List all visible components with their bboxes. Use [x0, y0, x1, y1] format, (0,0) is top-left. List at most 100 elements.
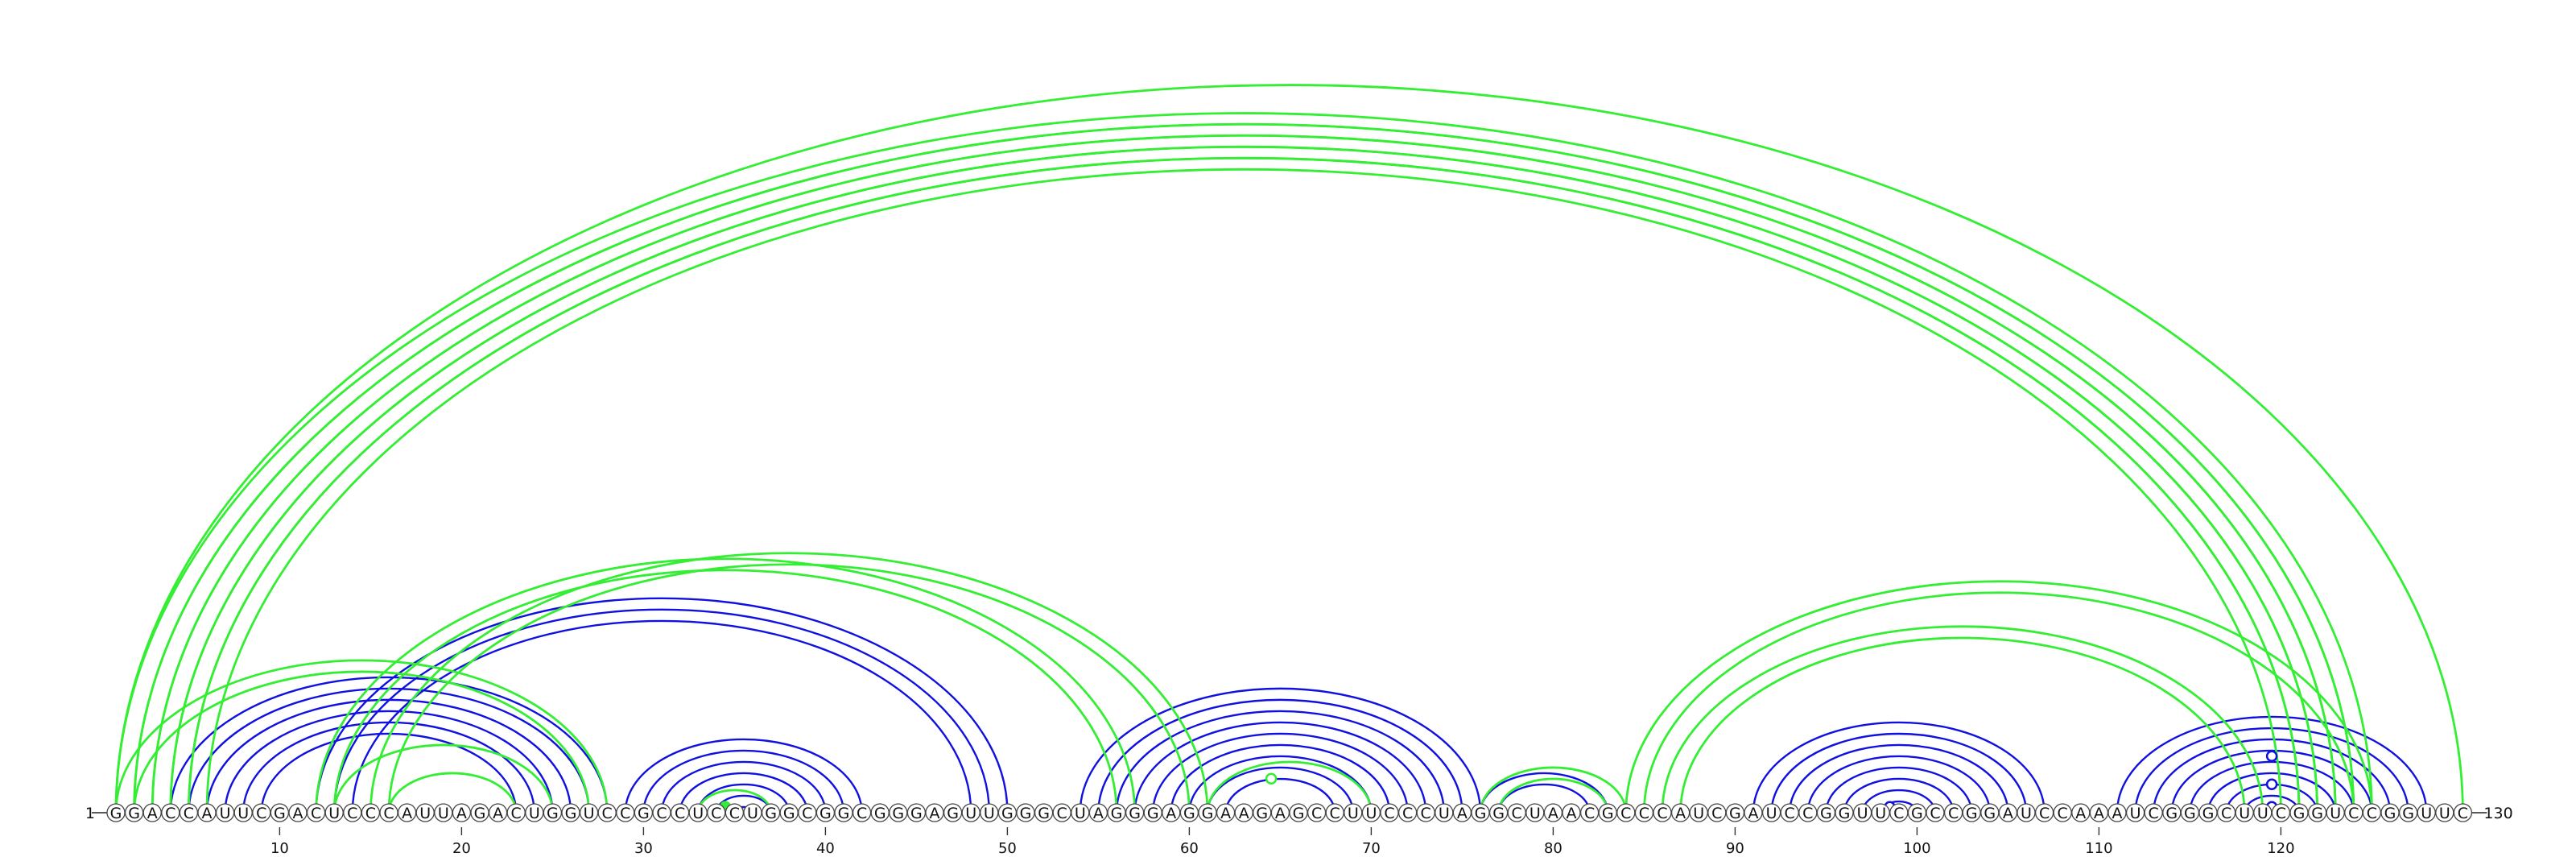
nucleotide: C — [2344, 803, 2363, 822]
nucleotide-letter: A — [2075, 805, 2086, 822]
nucleotide-letter: U — [1365, 805, 1377, 822]
nucleotide: G — [815, 803, 836, 822]
tick-label: 90 — [1726, 840, 1744, 857]
nucleotide-letter: A — [2003, 805, 2013, 822]
blue-base-pair-arc — [1843, 777, 1955, 814]
nucleotide: C — [506, 803, 526, 822]
blue-base-pair-arc — [2116, 715, 2428, 814]
nucleotide-letter: U — [1439, 805, 1450, 822]
nucleotide: G — [1488, 803, 1509, 822]
nucleotide-letter: A — [1220, 805, 1231, 822]
nucleotide: G — [1253, 803, 1272, 822]
nucleotide-letter: C — [511, 805, 522, 822]
nucleotide-letter: U — [2239, 805, 2250, 822]
nucleotide-letter: C — [365, 805, 376, 822]
nucleotide-letter: C — [857, 805, 867, 822]
nucleotide: G — [1125, 803, 1145, 822]
nucleotide-letter: U — [1857, 805, 1868, 822]
nucleotide: G — [124, 803, 144, 822]
nucleotide-letter: C — [729, 805, 740, 822]
green-base-pair-arc — [696, 789, 772, 814]
nucleotide-letter: C — [1311, 805, 1322, 822]
nucleotide-letter: G — [1147, 805, 1159, 822]
nucleotide-letter: G — [1602, 805, 1614, 822]
blue-base-pair-arc — [260, 732, 518, 814]
nucleotide-letter: U — [1766, 805, 1777, 822]
nucleotide: G — [943, 803, 963, 822]
nucleotide: G — [1598, 803, 1617, 822]
nucleotide-letter: C — [656, 805, 667, 822]
nucleotide-letter: C — [1948, 805, 1959, 822]
nucleotide: U — [1361, 803, 1381, 822]
nucleotide-letter: G — [1839, 805, 1851, 822]
nucleotide: G — [761, 803, 781, 822]
nucleotide: U — [980, 803, 999, 822]
green-base-pair-arc — [1661, 625, 2264, 814]
nucleotide: G — [870, 803, 890, 822]
nucleotide: C — [670, 803, 690, 822]
nucleotide: G — [2380, 803, 2400, 822]
nucleotide-letter: U — [1075, 805, 1086, 822]
nucleotide-letter: C — [1639, 805, 1649, 822]
nucleotide-letter: G — [110, 805, 122, 822]
blue-base-pair-arc — [1097, 698, 1463, 814]
nucleotide: G — [997, 803, 1018, 822]
nucleotide-letter: U — [419, 805, 431, 822]
nucleotide: A — [1670, 803, 1690, 822]
green-base-pair-arc — [114, 659, 609, 814]
nucleotide-letter: A — [1093, 805, 1104, 822]
nucleotide-letter: A — [2112, 805, 2123, 822]
blue-base-pair-arc — [169, 676, 609, 814]
nucleotide: G — [1198, 803, 1217, 822]
blue-base-pair-arc — [224, 710, 554, 814]
green-base-pair-arc — [169, 145, 2318, 814]
nucleotide-letter: C — [1802, 805, 1813, 822]
nucleotide-letter: A — [1675, 805, 1686, 822]
nucleotide: U — [1435, 803, 1454, 822]
nucleotide: A — [1234, 803, 1253, 822]
nucleotide-letter: G — [2165, 805, 2178, 822]
nucleotide-letter: G — [274, 805, 286, 822]
nucleotide: C — [2362, 803, 2382, 822]
green-base-pair-arc — [1624, 580, 2373, 814]
nucleotide-letter: G — [1729, 805, 1741, 822]
nucleotide-letter: G — [892, 805, 904, 822]
nucleotide-letter: C — [2367, 805, 2377, 822]
nucleotide-letter: A — [402, 805, 412, 822]
nucleotide-letter: G — [1966, 805, 1978, 822]
nucleotide: U — [743, 803, 762, 822]
nucleotide: C — [1052, 803, 1071, 822]
nucleotide: G — [2180, 803, 2200, 822]
nucleotide: G — [834, 803, 853, 822]
tick-label: 40 — [816, 840, 835, 857]
nucleotide: C — [306, 803, 326, 822]
nucleotide: C — [852, 803, 872, 822]
nucleotide: U — [579, 803, 599, 822]
nucleotide-letter: G — [947, 805, 959, 822]
nucleotide-letter: C — [1057, 805, 1067, 822]
pair-marker-dot — [2265, 778, 2278, 791]
tick-label: 100 — [1903, 840, 1930, 857]
nucleotide: C — [1307, 803, 1327, 822]
nucleotide: C — [1634, 803, 1654, 822]
green-base-pair-arc — [133, 122, 2355, 814]
nucleotide: G — [1107, 803, 1126, 822]
nucleotide: G — [2198, 803, 2218, 822]
nucleotide-letter: A — [456, 805, 467, 822]
nucleotide-letter: G — [910, 805, 923, 822]
nucleotide: U — [1525, 803, 1545, 822]
nucleotide-letter: C — [2149, 805, 2159, 822]
nucleotide: G — [543, 803, 563, 822]
arcs-layer — [114, 83, 2464, 814]
green-base-pair-arc — [332, 743, 554, 814]
nucleotide: A — [142, 803, 162, 822]
nucleotide-letter: G — [2402, 805, 2414, 822]
nucleotide-letter: C — [711, 805, 721, 822]
nucleotide-letter: C — [1620, 805, 1631, 822]
nucleotide: A — [1998, 803, 2018, 822]
nucleotide-letter: C — [311, 805, 321, 822]
nucleotide-letter: U — [2257, 805, 2268, 822]
nucleotide-circle — [2453, 803, 2473, 822]
nucleotide: A — [2107, 803, 2127, 822]
